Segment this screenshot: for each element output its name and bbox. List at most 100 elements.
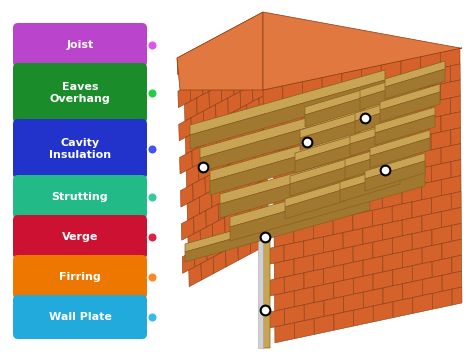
Polygon shape [352,115,372,135]
Polygon shape [393,266,412,286]
Polygon shape [180,151,192,174]
Polygon shape [441,80,460,100]
Polygon shape [221,78,234,101]
Polygon shape [250,231,263,254]
Polygon shape [422,212,442,231]
Polygon shape [220,139,415,204]
Polygon shape [226,25,239,48]
Polygon shape [240,85,253,108]
Polygon shape [258,240,263,348]
Polygon shape [421,116,441,136]
Polygon shape [294,255,314,275]
Polygon shape [227,58,240,81]
Polygon shape [284,305,304,325]
Polygon shape [431,98,451,118]
Polygon shape [258,62,264,82]
Polygon shape [370,130,430,156]
Polygon shape [191,111,204,134]
Polygon shape [252,45,264,68]
Polygon shape [182,250,195,273]
FancyBboxPatch shape [13,215,147,259]
Polygon shape [375,107,435,133]
Polygon shape [263,237,270,348]
Polygon shape [392,170,412,190]
Polygon shape [355,103,415,133]
Text: Eaves
Overhang: Eaves Overhang [50,82,110,104]
Polygon shape [391,75,411,94]
Polygon shape [238,237,251,260]
Polygon shape [333,183,353,203]
Polygon shape [352,147,372,166]
Polygon shape [207,237,219,260]
Polygon shape [229,158,242,181]
Polygon shape [303,141,323,161]
Polygon shape [452,223,462,241]
Polygon shape [210,116,405,181]
Polygon shape [187,197,200,220]
Polygon shape [402,248,422,268]
Polygon shape [411,70,430,90]
Polygon shape [254,145,267,168]
Polygon shape [333,246,353,267]
Polygon shape [340,164,400,190]
Polygon shape [256,211,268,234]
Polygon shape [363,224,383,244]
Text: Firring: Firring [59,272,101,282]
Polygon shape [304,301,324,321]
Polygon shape [203,105,216,127]
Polygon shape [293,191,313,211]
FancyBboxPatch shape [13,23,147,67]
Polygon shape [186,164,199,187]
Polygon shape [220,149,415,218]
Polygon shape [313,219,333,239]
Polygon shape [314,315,334,334]
Polygon shape [442,271,462,291]
Polygon shape [343,229,363,248]
Polygon shape [300,120,360,150]
Polygon shape [257,29,264,48]
Polygon shape [451,96,460,114]
Polygon shape [342,69,362,89]
Polygon shape [421,148,441,168]
Polygon shape [373,270,393,290]
Polygon shape [185,131,198,154]
Polygon shape [431,130,451,150]
Polygon shape [209,85,222,108]
Polygon shape [200,103,395,172]
Polygon shape [274,259,294,279]
Polygon shape [219,231,232,253]
Polygon shape [322,105,342,125]
Polygon shape [401,56,420,76]
Polygon shape [385,61,445,87]
Polygon shape [303,173,323,193]
Polygon shape [323,137,342,157]
Polygon shape [190,80,385,149]
Polygon shape [354,306,373,326]
Polygon shape [323,233,343,253]
Polygon shape [342,101,362,121]
Polygon shape [264,245,284,265]
Polygon shape [450,64,460,82]
Polygon shape [303,205,323,225]
Polygon shape [401,120,421,140]
Polygon shape [412,166,431,186]
Polygon shape [251,12,264,35]
Polygon shape [353,242,373,262]
Polygon shape [184,98,197,121]
Polygon shape [372,142,392,163]
Polygon shape [178,84,191,108]
Polygon shape [273,132,293,152]
Polygon shape [235,138,248,161]
Polygon shape [264,181,283,202]
Polygon shape [230,162,425,227]
Polygon shape [334,278,353,298]
Polygon shape [230,191,243,214]
Polygon shape [302,77,322,98]
Polygon shape [253,111,266,135]
Polygon shape [442,207,461,228]
Polygon shape [345,141,405,167]
Polygon shape [382,156,401,176]
Polygon shape [411,102,431,122]
Polygon shape [238,19,251,42]
Polygon shape [441,144,461,164]
